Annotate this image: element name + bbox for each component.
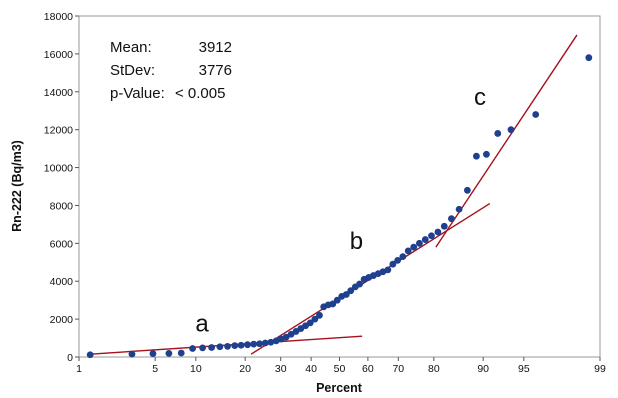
x-tick-label: 40 — [305, 363, 317, 375]
x-tick-label: 80 — [428, 363, 440, 375]
data-point — [86, 351, 94, 359]
x-tick-label: 20 — [239, 363, 251, 375]
x-axis-title: Percent — [316, 381, 363, 395]
y-tick-label: 0 — [67, 352, 73, 364]
stat-label: StDev: — [110, 62, 155, 79]
data-point — [463, 186, 471, 194]
stats-box: Mean: 3912 StDev: 3776 p-Value: < 0.005 — [110, 39, 232, 102]
x-tick-label: 10 — [190, 363, 202, 375]
y-tick-label: 12000 — [44, 125, 73, 137]
data-point — [455, 205, 463, 213]
x-tick-label: 70 — [392, 363, 404, 375]
data-point — [421, 236, 429, 243]
data-point — [149, 350, 157, 357]
y-tick-label: 2000 — [50, 314, 74, 326]
y-tick-label: 4000 — [50, 276, 74, 288]
x-tick-label: 30 — [275, 363, 287, 375]
data-point — [329, 300, 337, 308]
data-point — [389, 260, 397, 268]
data-point — [410, 243, 418, 251]
data-point — [404, 247, 412, 255]
segment-label-c: c — [474, 84, 486, 111]
stat-value: 3912 — [199, 39, 232, 56]
data-point — [483, 150, 490, 158]
y-axis-title: Rn-222 (Bq/m3) — [10, 140, 24, 232]
data-point — [224, 342, 231, 350]
data-point — [394, 256, 402, 264]
data-point — [440, 222, 448, 230]
x-tick-label: 90 — [477, 363, 489, 375]
data-point — [434, 228, 442, 236]
data-points — [86, 54, 593, 359]
data-point — [311, 315, 319, 323]
y-axis: 0 2000 4000 6000 8000 10000 12000 14000 16000 180… — [44, 11, 79, 364]
data-point — [428, 232, 435, 240]
data-point — [256, 340, 263, 348]
data-point — [342, 291, 350, 298]
y-tick-label: 10000 — [44, 163, 73, 175]
data-point — [261, 339, 269, 347]
data-point — [231, 342, 239, 350]
y-tick-label: 14000 — [44, 87, 73, 99]
data-point — [199, 344, 206, 352]
data-point — [237, 341, 245, 349]
data-point — [532, 111, 540, 118]
data-point — [473, 152, 480, 160]
data-point — [399, 253, 407, 260]
y-tick-label: 16000 — [44, 49, 73, 61]
data-point — [306, 319, 314, 327]
data-point — [272, 337, 280, 345]
x-tick-label: 95 — [518, 363, 530, 375]
data-point — [244, 341, 251, 349]
plot-frame — [78, 15, 601, 358]
data-point — [316, 311, 323, 319]
data-point — [250, 340, 258, 348]
data-point — [507, 126, 515, 134]
segment-labels: a b c — [195, 84, 486, 337]
stat-value: < 0.005 — [175, 85, 225, 102]
stat-label: p-Value: — [110, 85, 165, 102]
x-tick-label: 50 — [334, 363, 346, 375]
data-point — [165, 350, 173, 357]
data-point — [333, 296, 341, 304]
data-point — [128, 350, 136, 358]
data-point — [216, 343, 224, 351]
x-tick-label: 60 — [362, 363, 374, 375]
segment-label-a: a — [195, 310, 209, 337]
data-point — [347, 287, 355, 295]
x-tick-label: 99 — [594, 363, 606, 375]
stat-value: 3776 — [199, 62, 232, 79]
x-axis: 1 5 10 20 30 40 50 60 70 80 90 95 99 — [76, 357, 606, 375]
stat-label: Mean: — [110, 39, 152, 56]
y-tick-label: 6000 — [50, 238, 74, 250]
fit-line-c — [435, 34, 578, 248]
y-tick-label: 18000 — [44, 11, 73, 23]
data-point — [356, 280, 363, 288]
data-point — [494, 130, 502, 137]
data-point — [177, 349, 185, 357]
data-point — [282, 333, 290, 341]
data-point — [208, 344, 216, 351]
segment-label-b: b — [350, 228, 363, 255]
data-point — [585, 54, 593, 62]
data-point — [448, 215, 455, 223]
data-point — [416, 239, 423, 247]
x-tick-label: 1 — [76, 363, 82, 375]
data-point — [384, 266, 392, 274]
data-point — [267, 338, 275, 346]
data-point — [189, 345, 196, 352]
y-tick-label: 8000 — [50, 200, 74, 212]
x-tick-label: 5 — [152, 363, 158, 375]
